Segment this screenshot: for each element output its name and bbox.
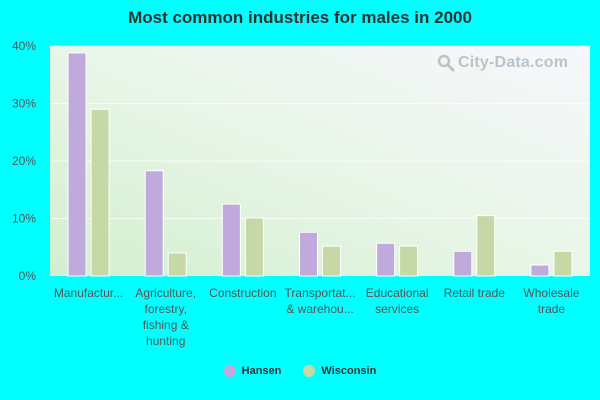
- bar-wisconsin: [90, 108, 110, 277]
- bar-hansen: [376, 242, 396, 277]
- y-tick-label: 30%: [12, 97, 36, 111]
- legend: Hansen Wisconsin: [0, 365, 600, 377]
- legend-item-hansen: Hansen: [223, 365, 282, 377]
- x-category-label: Educational services: [366, 286, 429, 316]
- y-tick-label: 40%: [12, 39, 36, 53]
- search-magnifier-icon: [437, 54, 455, 72]
- bar-hansen: [299, 231, 318, 277]
- bar-hansen: [530, 264, 550, 277]
- legend-label-wisconsin: Wisconsin: [321, 365, 377, 377]
- legend-swatch-wisconsin: [303, 365, 316, 377]
- bar-wisconsin: [553, 250, 573, 277]
- bar-hansen: [221, 203, 241, 277]
- bar-wisconsin: [167, 252, 187, 277]
- chart-title: Most common industries for males in 2000: [128, 8, 472, 27]
- x-category-label: Agriculture, forestry, fishing & hunting: [135, 286, 196, 348]
- bar-wisconsin: [476, 215, 496, 277]
- legend-item-wisconsin: Wisconsin: [303, 365, 376, 377]
- watermark-text: City-Data.com: [458, 54, 569, 71]
- bar-wisconsin: [322, 245, 341, 277]
- watermark: City-Data.com: [437, 54, 568, 72]
- y-tick-label: 10%: [12, 212, 36, 226]
- y-tick-label: 20%: [12, 154, 36, 168]
- y-tick-label: 0%: [19, 269, 37, 283]
- x-category-label: Manufactur...: [54, 286, 123, 300]
- x-category-label: Construction: [209, 286, 276, 300]
- bar-hansen: [453, 250, 473, 277]
- x-category-label: Wholesale trade: [523, 286, 579, 316]
- bar-wisconsin: [399, 245, 419, 277]
- bar-hansen: [67, 52, 87, 277]
- legend-label-hansen: Hansen: [241, 365, 282, 377]
- bar-wisconsin: [244, 217, 264, 277]
- x-category-label: Transportat... & warehou...: [285, 286, 356, 316]
- legend-swatch-hansen: [223, 365, 236, 377]
- x-category-label: Retail trade: [444, 286, 506, 300]
- bar-hansen: [144, 170, 164, 277]
